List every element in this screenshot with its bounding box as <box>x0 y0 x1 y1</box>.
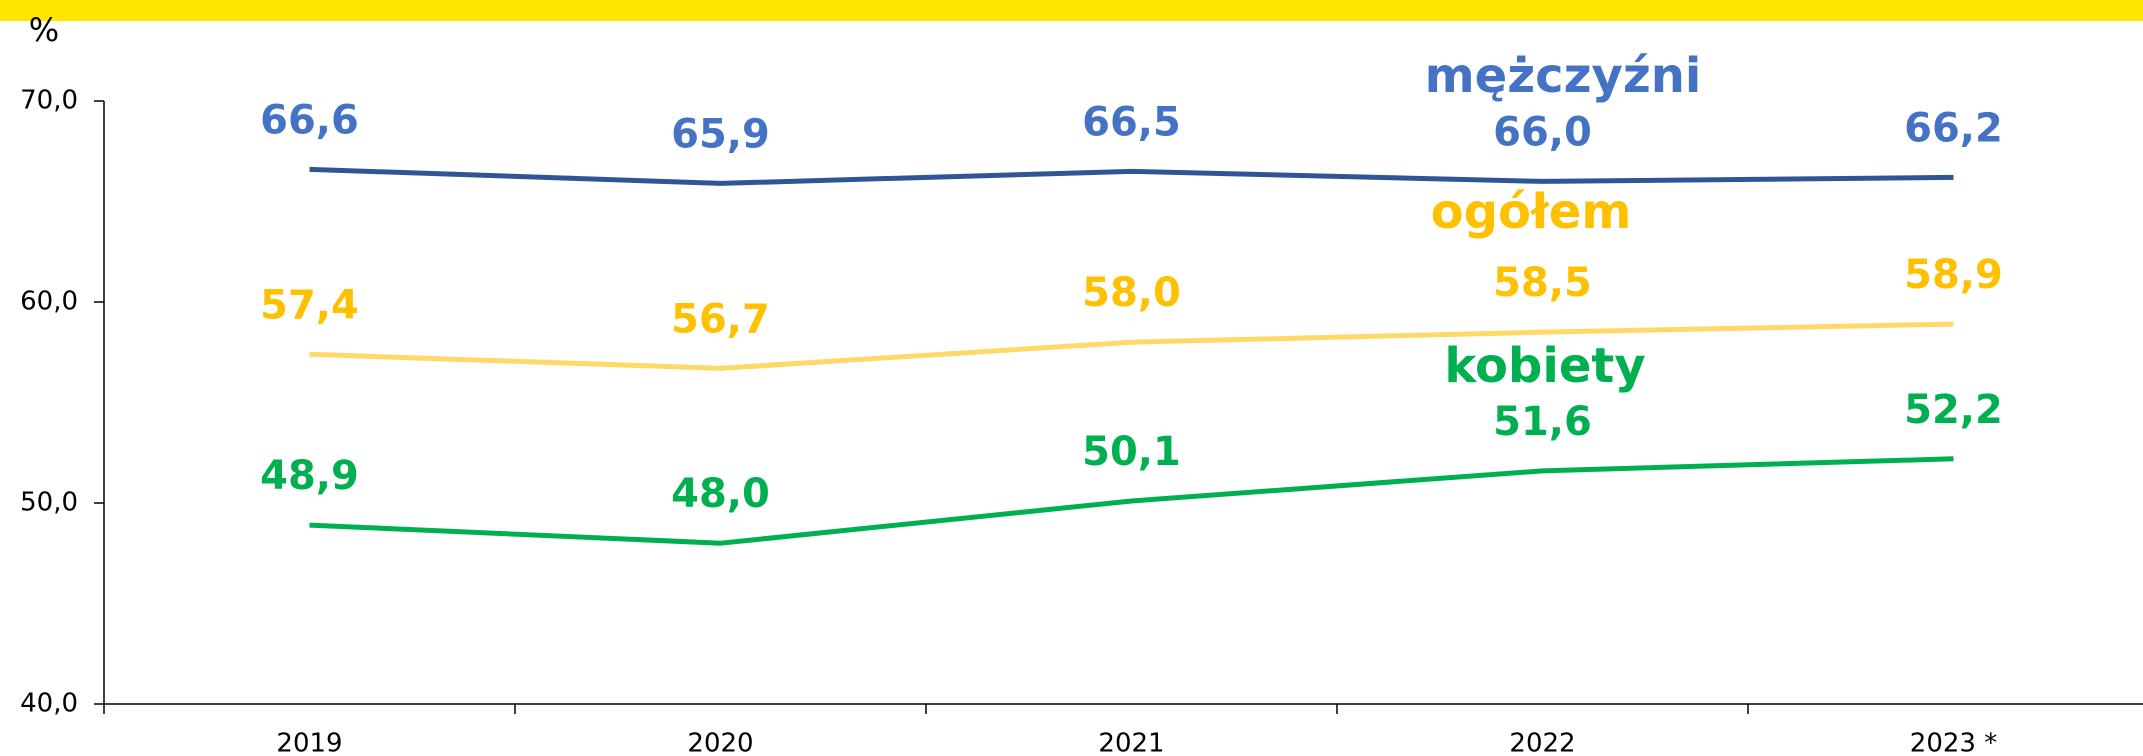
data-label: 58,9 <box>1904 252 2003 298</box>
data-label: 50,1 <box>1082 429 1181 475</box>
series-line <box>309 166 1954 186</box>
y-tick-label: 50,0 <box>20 488 78 518</box>
data-label: 52,2 <box>1904 387 2003 433</box>
y-tick-label: 40,0 <box>20 689 78 719</box>
data-label: 48,9 <box>260 453 359 499</box>
data-label: 51,6 <box>1493 399 1592 445</box>
x-tick-label: 2020 <box>687 729 753 756</box>
data-label: 56,7 <box>671 296 770 342</box>
top-bar <box>0 0 2143 21</box>
legend-label: mężczyźni <box>1425 48 1702 104</box>
data-label: 66,6 <box>260 97 359 143</box>
data-label: 58,5 <box>1493 260 1592 306</box>
y-tick-label: 60,0 <box>20 287 78 317</box>
x-tick-label: 2022 <box>1509 729 1575 756</box>
data-label: 57,4 <box>260 282 359 328</box>
data-label: 65,9 <box>671 111 770 157</box>
data-label: 48,0 <box>671 471 770 517</box>
data-label: 66,0 <box>1493 109 1592 155</box>
legend-label: ogółem <box>1431 184 1632 240</box>
data-label: 66,5 <box>1082 99 1181 145</box>
x-tick-label: 2021 <box>1098 729 1164 756</box>
y-tick-label: 70,0 <box>20 86 78 116</box>
data-label: 66,2 <box>1904 105 2003 151</box>
series-line <box>309 456 1954 546</box>
legend-label: kobiety <box>1444 338 1645 394</box>
data-label: 58,0 <box>1082 270 1181 316</box>
x-tick-label: 2019 <box>276 729 342 756</box>
x-tick-label: 2023 * <box>1910 729 1997 756</box>
y-axis-label: % <box>29 11 59 49</box>
series-line <box>309 321 1954 371</box>
